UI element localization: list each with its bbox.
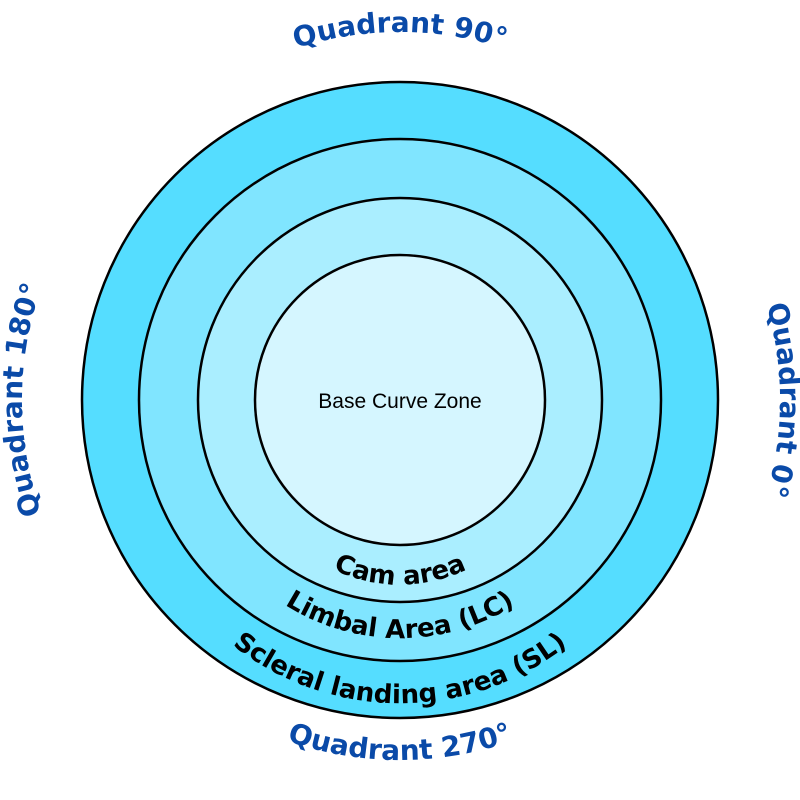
quadrant-270-label: Quadrant 270° — [285, 716, 516, 767]
base-curve-circle — [253, 253, 547, 547]
quadrant-0-label: Quadrant 0° — [760, 299, 800, 502]
base-curve-zone-label: Base Curve Zone — [318, 390, 481, 413]
quadrant-90-label: Quadrant 90° — [289, 6, 512, 55]
quadrant-180-label: Quadrant 180° — [0, 279, 48, 522]
